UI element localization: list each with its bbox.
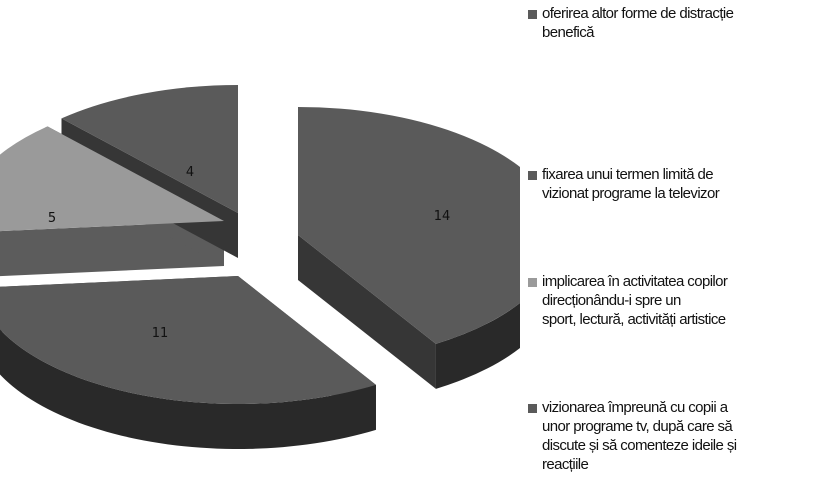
legend: oferirea altor forme de distracție benef… xyxy=(528,4,834,494)
pie-slice-0 xyxy=(298,107,520,344)
pie-plot-area: 14 11 5 4 xyxy=(0,85,520,449)
pie-slice-tops xyxy=(0,85,520,404)
legend-swatch-1 xyxy=(528,171,537,180)
legend-label-1: fixarea unui termen limită de vizionat p… xyxy=(542,166,720,202)
data-label-0: 14 xyxy=(434,209,451,224)
legend-label-0: oferirea altor forme de distracție benef… xyxy=(542,5,734,41)
pie-slice-side-0 xyxy=(298,235,520,389)
pie-slice-2 xyxy=(0,126,224,232)
legend-swatch-3 xyxy=(528,404,537,413)
data-label-3: 4 xyxy=(186,165,194,180)
legend-label-2: implicarea în activitatea copilor direcț… xyxy=(542,273,728,328)
legend-swatch-2 xyxy=(528,278,537,287)
data-label-2: 5 xyxy=(48,211,56,226)
legend-label-3: vizionarea împreună cu copii a unor prog… xyxy=(542,399,737,473)
pie-slice-1 xyxy=(0,276,376,404)
legend-swatch-0 xyxy=(528,10,537,19)
pie-slice-3 xyxy=(61,85,238,213)
data-label-1: 11 xyxy=(152,326,169,341)
